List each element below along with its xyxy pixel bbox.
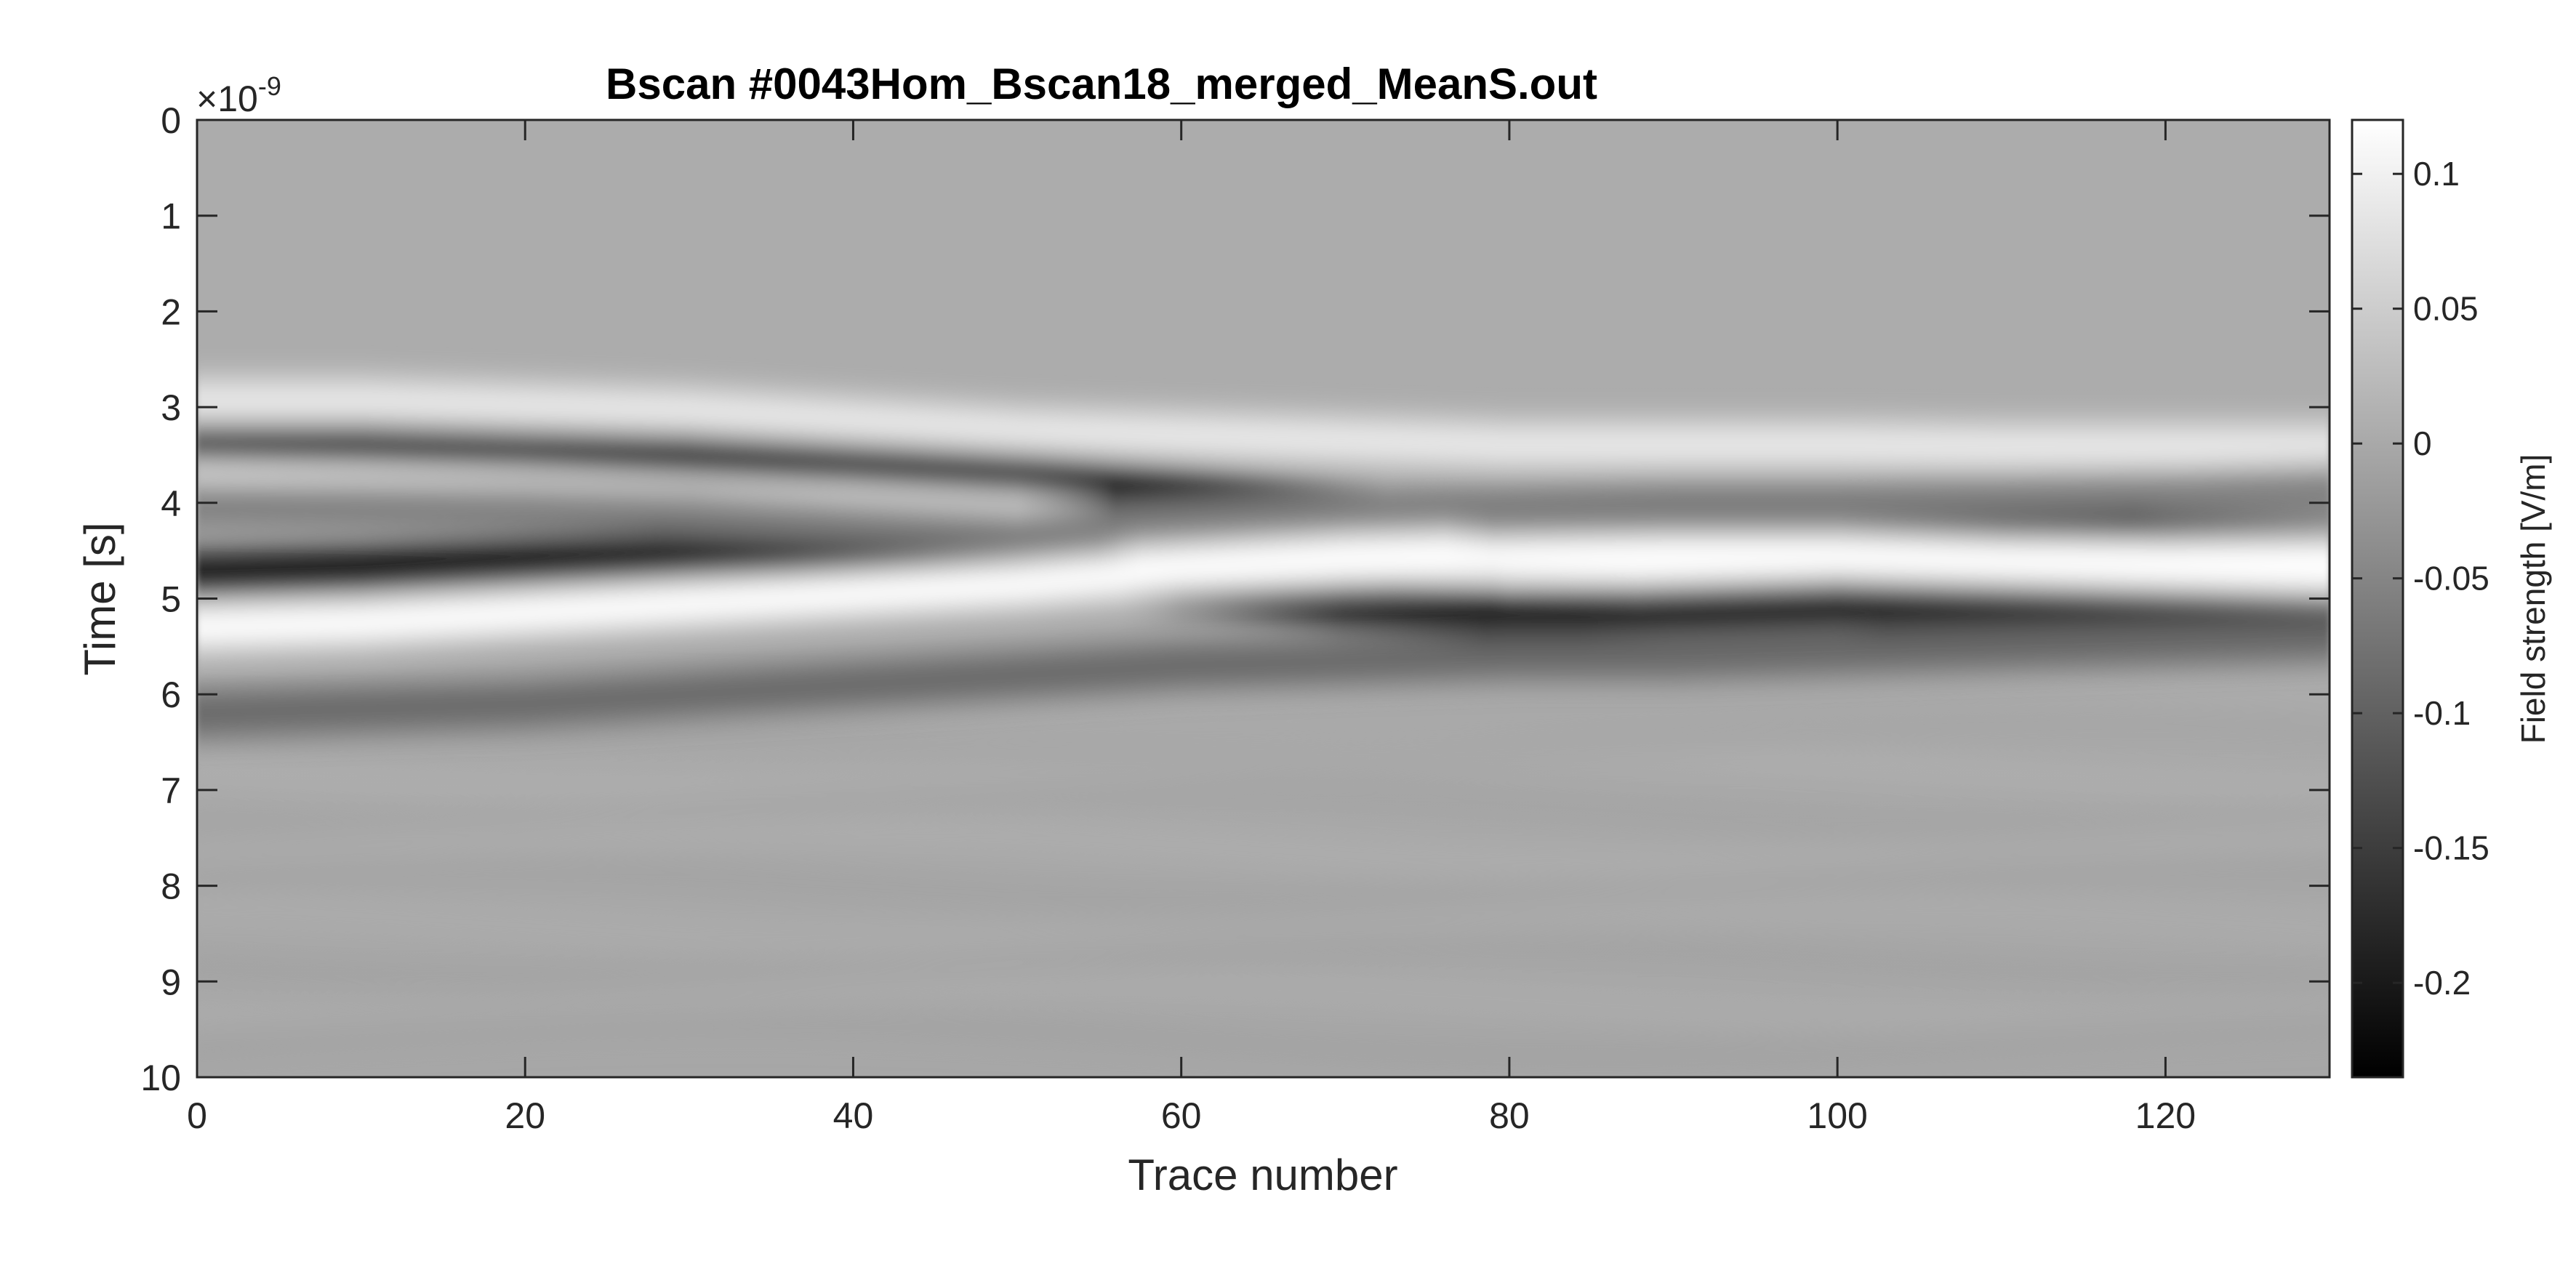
colorbar-tick-label: 0.1 bbox=[2413, 155, 2460, 193]
x-tick-label: 20 bbox=[505, 1095, 545, 1136]
y-exponent-base: ×10 bbox=[196, 79, 258, 119]
y-tick-label: 7 bbox=[161, 770, 181, 811]
y-tick-label: 1 bbox=[161, 196, 181, 237]
colorbar-tick-label: -0.2 bbox=[2413, 964, 2471, 1002]
x-tick-label: 40 bbox=[833, 1095, 874, 1136]
x-tick-label: 60 bbox=[1161, 1095, 1202, 1136]
x-tick-label: 100 bbox=[1807, 1095, 1867, 1136]
y-tick-label: 3 bbox=[161, 387, 181, 428]
reflection-band bbox=[197, 533, 2330, 650]
x-axis: 0 20 40 60 80 100 120 bbox=[187, 120, 2196, 1136]
x-axis-label: Trace number bbox=[1128, 1151, 1397, 1199]
y-axis: 0 1 2 3 4 5 6 7 8 9 10 bbox=[140, 100, 2330, 1098]
texture-ripple bbox=[197, 894, 2330, 954]
colorbar-tick-label: -0.05 bbox=[2413, 560, 2489, 597]
colorbar-gradient bbox=[2351, 118, 2404, 1079]
y-exponent-power: -9 bbox=[258, 71, 281, 101]
colorbar-tick-label: 0.05 bbox=[2413, 290, 2479, 328]
texture-ripple bbox=[197, 1009, 2330, 1069]
texture-ripple bbox=[197, 856, 2330, 916]
y-tick-label: 4 bbox=[161, 483, 181, 524]
reflection-band bbox=[197, 466, 2330, 555]
y-tick-label: 10 bbox=[140, 1058, 181, 1098]
heatmap-area bbox=[196, 118, 2331, 1079]
heatmap-image bbox=[197, 120, 2330, 1077]
heatmap-texture bbox=[197, 655, 2330, 1069]
colorbar-tick-label: 0 bbox=[2413, 424, 2432, 462]
svg-text:×10-9: ×10-9 bbox=[196, 71, 281, 119]
reflection-band bbox=[197, 379, 2330, 470]
x-tick-label: 120 bbox=[2135, 1095, 2196, 1136]
texture-ripple bbox=[197, 933, 2330, 992]
y-tick-label: 2 bbox=[161, 291, 181, 332]
texture-ripple bbox=[197, 818, 2330, 877]
colorbar-label: Field strength [V/m] bbox=[2514, 454, 2552, 744]
heatmap-reflections bbox=[197, 379, 2330, 736]
chart-title: Bscan #0043Hom_Bscan18_merged_MeanS.out bbox=[606, 60, 1597, 108]
x-tick-label: 80 bbox=[1489, 1095, 1530, 1136]
reflection-band bbox=[197, 614, 2330, 736]
texture-ripple bbox=[197, 970, 2330, 1031]
y-tick-label: 6 bbox=[161, 675, 181, 715]
y-axis-label: Time [s] bbox=[76, 522, 124, 675]
texture-ripple bbox=[197, 712, 2330, 772]
y-exponent: ×10-9 bbox=[196, 71, 281, 119]
y-tick-label: 0 bbox=[161, 100, 181, 141]
y-tick-label: 5 bbox=[161, 579, 181, 620]
y-tick-label: 8 bbox=[161, 866, 181, 907]
x-tick-label: 0 bbox=[187, 1095, 207, 1136]
colorbar-tick-label: -0.1 bbox=[2413, 694, 2471, 732]
colorbar: 0.1 0.05 0 -0.05 -0.1 -0.15 -0.2 Field strengt… bbox=[2351, 118, 2552, 1079]
reflection-band bbox=[197, 528, 2330, 640]
colorbar-ticks: 0.1 0.05 0 -0.05 -0.1 -0.15 -0.2 bbox=[2352, 155, 2489, 1002]
texture-ripple bbox=[197, 779, 2330, 839]
y-tick-label: 9 bbox=[161, 962, 181, 1002]
colorbar-tick-label: -0.15 bbox=[2413, 829, 2489, 867]
